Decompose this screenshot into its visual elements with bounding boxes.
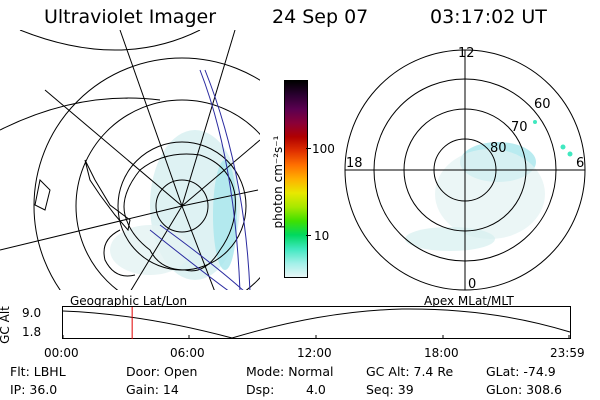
time-label: 03:17:02 UT [430, 6, 547, 28]
gc-alt-tick-min: 1.8 [22, 325, 42, 339]
mlt-label-12: 12 [458, 46, 475, 61]
ip-info: IP: 36.0 [10, 382, 58, 397]
colorbar-unit-label: photon cm⁻²s⁻¹ [271, 135, 285, 229]
time-tick-1200: 12:00 [297, 346, 332, 360]
colorbar [284, 80, 308, 278]
geographic-map [0, 30, 260, 290]
door-info: Door: Open [126, 364, 198, 379]
time-tick-1800: 18:00 [424, 346, 459, 360]
mlat-label-70: 70 [511, 120, 528, 135]
mlt-label-18: 18 [346, 156, 363, 171]
date-label: 24 Sep 07 [272, 6, 369, 28]
altitude-plot [62, 306, 571, 339]
mlat-label-80: 80 [490, 141, 507, 156]
time-tick-0000: 00:00 [44, 346, 79, 360]
left-map-label: Geographic Lat/Lon [70, 294, 188, 308]
gc-alt-tick-max: 9.0 [22, 306, 42, 320]
glon-info: GLon: 308.6 [486, 382, 562, 397]
colorbar-tick-10: 10 [314, 229, 330, 243]
colorbar-tickmark [306, 148, 311, 149]
mlt-label-6: 6 [576, 156, 585, 171]
glat-info: GLat: -74.9 [486, 364, 556, 379]
mode-info: Mode: Normal [246, 364, 334, 379]
time-tick-0600: 06:00 [170, 346, 205, 360]
dsp-label: Dsp: [246, 382, 275, 397]
mlt-label-0: 0 [468, 277, 477, 292]
seq-info: Seq: 39 [366, 382, 414, 397]
colorbar-tickmark [306, 235, 311, 236]
gc-alt-info: GC Alt: 7.4 Re [366, 364, 454, 379]
right-map-label: Apex MLat/MLT [424, 294, 514, 308]
time-tick-2359: 23:59 [550, 346, 585, 360]
polar-mlt-map [344, 49, 586, 291]
gc-alt-axis-title: GC Alt [0, 306, 12, 344]
gain-info: Gain: 14 [126, 382, 179, 397]
filter-info: Flt: LBHL [10, 364, 66, 379]
colorbar-tick-100: 100 [312, 142, 335, 156]
instrument-title: Ultraviolet Imager [44, 6, 217, 28]
dsp-value: 4.0 [306, 382, 326, 397]
mlat-label-60: 60 [534, 97, 551, 112]
